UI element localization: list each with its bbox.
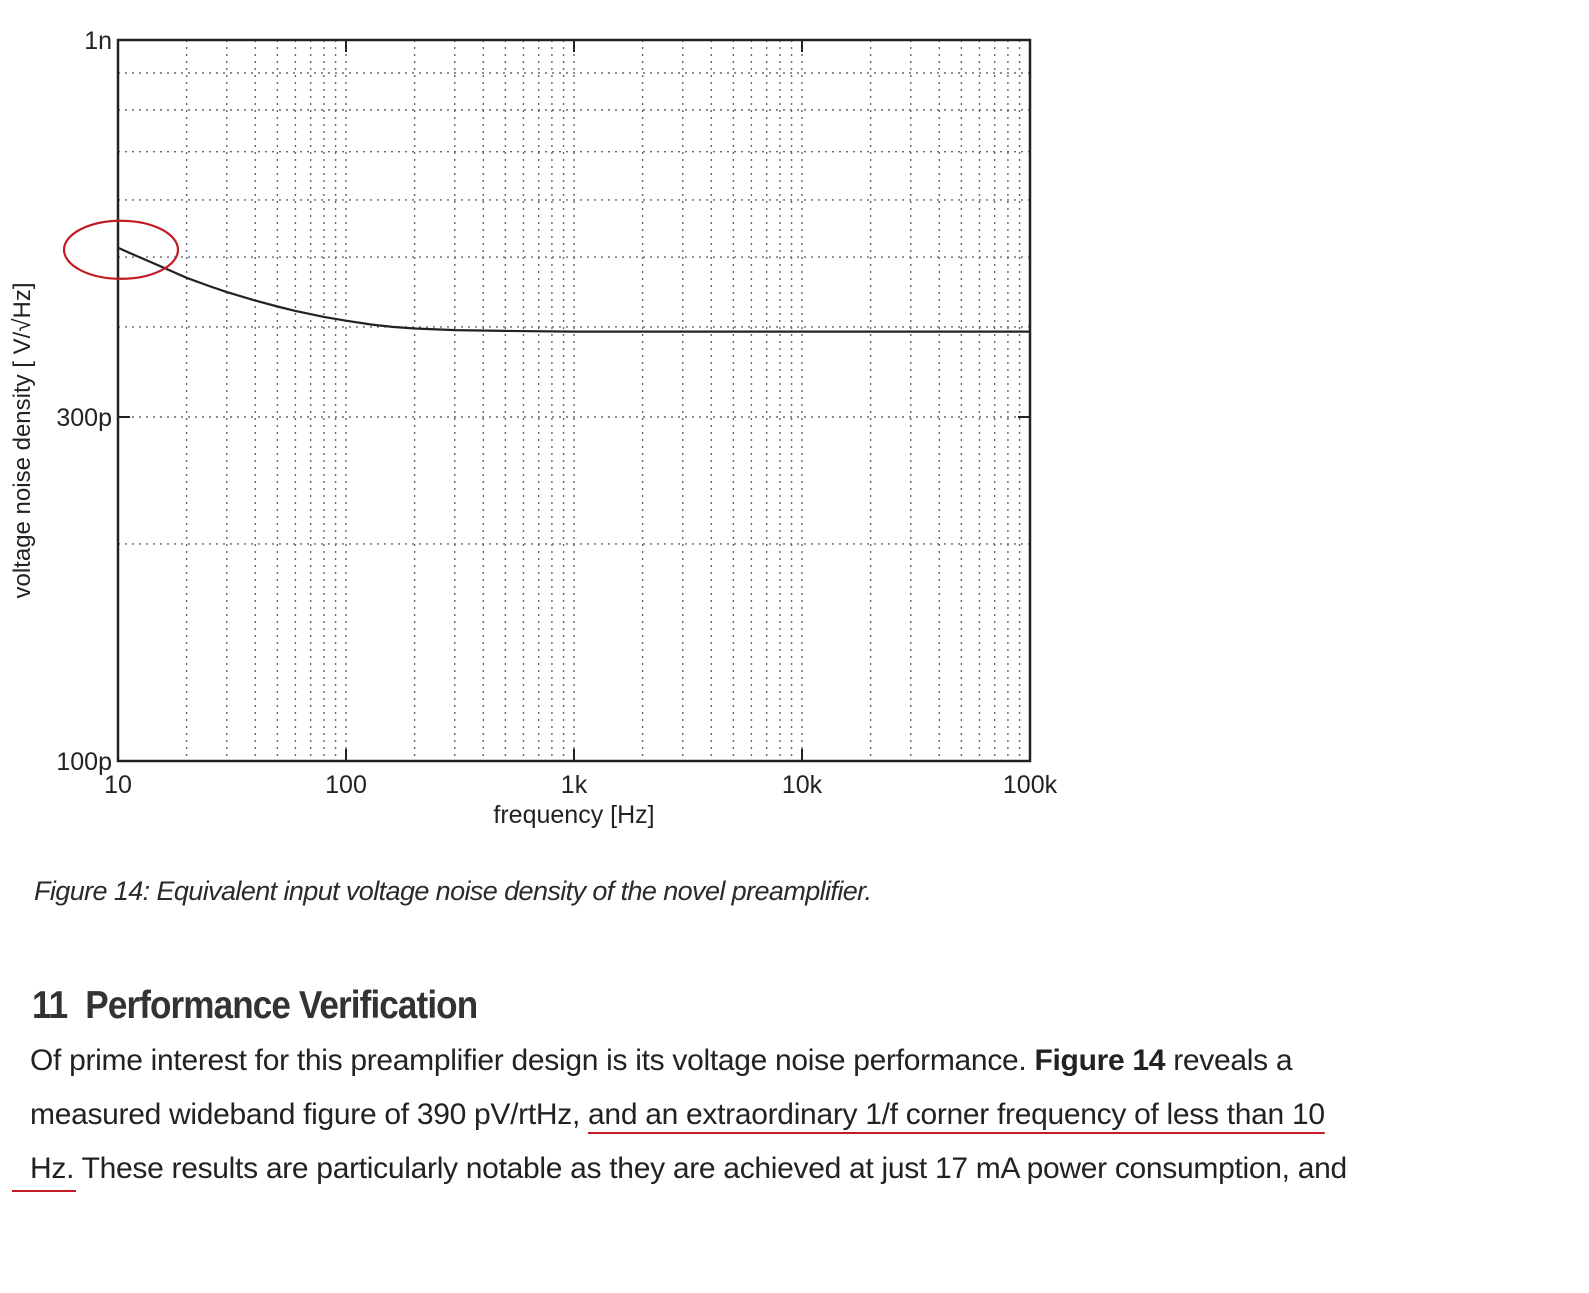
section-title: Performance Verification: [85, 984, 478, 1027]
red-underline-mark: [12, 1190, 76, 1192]
noise-curve: [117, 246, 1030, 333]
figure-caption: Figure 14: Equivalent input voltage nois…: [34, 876, 872, 906]
x-tick-label: 10k: [782, 771, 823, 799]
line3-text-b: These results are particularly notable a…: [81, 1152, 1348, 1185]
x-tick-label: 100: [325, 771, 367, 799]
line2-text-a: measured wideband figure of 390 pV/rtHz,: [30, 1098, 580, 1131]
chart-ticks: [117, 39, 1031, 762]
chart-grid: [118, 40, 1031, 761]
figure-reference: Figure 14: [1034, 1044, 1166, 1077]
noise-density-chart: 10 100 1k 10k 100k 100p 300p 1n frequency [Hz]…: [9, 27, 1058, 829]
x-tick-labels: 10 100 1k 10k 100k: [104, 771, 1058, 799]
x-tick-label: 1k: [561, 771, 588, 799]
y-tick-label: 300p: [56, 404, 112, 432]
line1-text-a: Of prime interest for this preamplifier …: [30, 1044, 1027, 1077]
x-axis-label: frequency [Hz]: [493, 801, 654, 829]
x-tick-label: 10: [104, 771, 132, 799]
y-axis-label: voltage noise density [ V/√Hz]: [9, 283, 36, 599]
section-heading: 11 Performance Verification: [32, 984, 478, 1028]
paragraph-line-1: Of prime interest for this preamplifier …: [30, 1044, 1293, 1078]
paragraph-line-2: measured wideband figure of 390 pV/rtHz,…: [30, 1098, 1325, 1132]
paragraph-line-3: Hz. These results are particularly notab…: [30, 1152, 1347, 1186]
red-ellipse-annotation: [62, 219, 180, 280]
y-tick-label: 100p: [56, 748, 112, 776]
underlined-highlight-2: Hz.: [30, 1152, 75, 1185]
plot-frame: [116, 38, 1032, 763]
x-tick-label: 100k: [1003, 771, 1058, 799]
underlined-highlight-1: and an extraordinary 1/f corner frequenc…: [588, 1098, 1325, 1131]
line1-text-c: reveals a: [1173, 1044, 1293, 1077]
y-tick-labels: 100p 300p 1n: [56, 27, 112, 776]
section-number: 11: [32, 984, 68, 1027]
y-tick-label: 1n: [84, 27, 112, 55]
